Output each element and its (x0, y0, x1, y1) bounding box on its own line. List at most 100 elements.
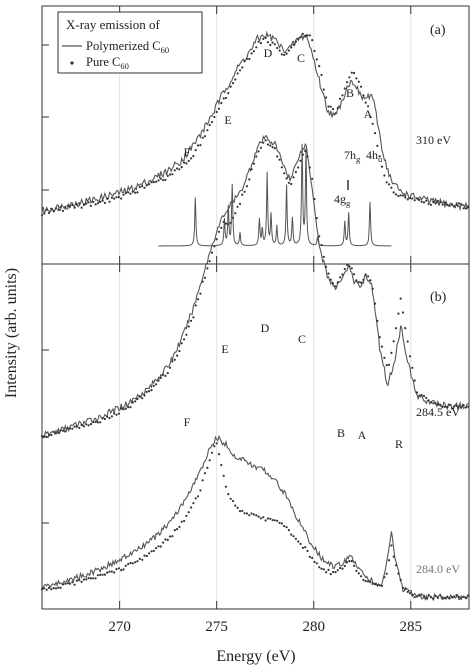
panel-b-284-5-pure-point (73, 425, 76, 428)
panel-a-pure-point (115, 196, 118, 199)
panel-b-284-0-pure-point (343, 564, 346, 568)
panel-b-284-5-pure-point (47, 434, 51, 437)
panel-b-284-0-pure-point (124, 564, 127, 567)
panel-a-pure-point (120, 197, 123, 200)
panel-a-pure-point (413, 199, 416, 202)
panel-a-pure-point (127, 191, 130, 194)
panel-a-pure-point (322, 88, 325, 91)
panel-a-pure-point (394, 193, 398, 196)
panel-b-284-5-pure-point (276, 155, 279, 158)
panel-b-284-5-pure-point (150, 389, 153, 392)
panel-a-pure-point (87, 201, 90, 204)
panel-b-284-5-pure-point (406, 340, 409, 343)
panel-b-284-5-pure-point (87, 424, 90, 427)
panel-b-284-0-pure-point (327, 568, 330, 572)
panel-a-pure-point (94, 203, 97, 206)
panel-a-pure-point (283, 53, 286, 57)
panel-b-284-5-pure-point (192, 316, 195, 319)
panel-a-pure-point (313, 49, 316, 53)
panel-b-284-5-pure-point (229, 221, 232, 224)
panel-a-pure-point (220, 101, 223, 105)
panel-a-pure-point (50, 207, 53, 210)
panel-b-284-0-pure-point (75, 579, 78, 582)
panel-b-284-5-pure-point (103, 417, 106, 421)
panel-b-284-5-pure-point (290, 182, 293, 186)
panel-a-pure-point (406, 198, 409, 201)
panel-a-pure-point (353, 71, 356, 75)
panel-b-284-0-pure-point (325, 571, 328, 574)
panel-b-peak-label-B: B (337, 426, 345, 440)
energy-label-284-5: 284.5 eV (416, 405, 460, 419)
panel-a-pure-point (285, 52, 288, 55)
panel-b-284-0-pure-point (178, 525, 181, 529)
panel-a-pure-point (450, 203, 453, 206)
panel-b-284-0-pure-point (61, 583, 65, 586)
panel-b-284-0-pure-point (318, 566, 321, 569)
panel-b-284-5-pure-point (234, 212, 237, 215)
panel-b-284-0-pure-point (241, 509, 244, 512)
panel-b-284-5-pure-point (415, 391, 419, 394)
panel-b-284-0-pure-point (367, 580, 370, 583)
panel-a-pure-point (404, 196, 407, 199)
panel-b-284-5-pure-point (374, 302, 377, 305)
panel-a-pure-point (231, 82, 235, 85)
panel-b-284-5-pure-point (129, 406, 132, 409)
panel-a-pure-point (40, 214, 44, 217)
panel-b-284-0-pure-point (141, 558, 144, 561)
panel-a-pure-point (210, 121, 214, 124)
panel-a-pure-point (59, 205, 62, 209)
panel-b-284-0-pure-point (238, 510, 242, 513)
panel-a-pure-point (259, 42, 262, 45)
panel-b-284-0-pure-point (229, 497, 232, 500)
panel-b-284-5-pure-point (397, 312, 400, 315)
panel-a-pure-point (334, 112, 337, 115)
panel-a-peak-label-A: A (364, 107, 373, 121)
panel-b-284-0-pure-point (250, 512, 253, 515)
panel-a-pure-point (364, 101, 367, 104)
legend-entry-pure: Pure C60 (86, 55, 129, 71)
panel-a-pure-point (432, 200, 435, 204)
panel-b-284-0-pure-point (315, 562, 318, 565)
panel-b-284-0-pure-point (455, 594, 458, 597)
panel-b-284-5-pure-point (124, 407, 127, 410)
panel-a-pure-point (101, 199, 104, 202)
panel-b-284-5-pure-point (376, 319, 379, 322)
panel-b-284-0-pure-point (264, 519, 267, 522)
panel-b-284-0-pure-point (283, 525, 286, 528)
panel-a-peak-label-F: F (184, 145, 191, 159)
panel-b-284-0-pure-point (413, 596, 416, 599)
panel-a-pure-point (157, 179, 160, 182)
panel-a-pure-point (201, 136, 204, 139)
panel-a-pure-point (304, 34, 307, 37)
panel-a-pure-point (99, 200, 102, 203)
panel-b-284-5-pure-point (446, 406, 449, 409)
panel-a-pure-point (401, 194, 405, 197)
panel-b-284-0-pure-point (117, 567, 120, 570)
panel-b-284-0-pure-point (329, 573, 332, 576)
panel-b-284-5-pure-point (353, 273, 356, 276)
panel-b-284-5-pure-point (61, 429, 65, 432)
panel-b-284-5-pure-point (390, 351, 393, 354)
panel-a-pure-point (443, 201, 446, 204)
panel-b-284-0-pure-point (434, 594, 437, 598)
panel-b-284-5-pure-point (148, 390, 151, 393)
panel-b-284-5-pure-point (115, 413, 118, 416)
panel-b-284-0-pure-point (145, 554, 148, 558)
panel-a-pure-point (299, 36, 302, 39)
panel-b-284-5-pure-point (196, 298, 200, 301)
panel-a-pure-point (385, 181, 388, 184)
panel-b-284-0-pure-point (245, 512, 249, 515)
energy-label-284-0: 284.0 eV (416, 562, 460, 576)
panel-b-284-0-pure-point (432, 597, 435, 600)
panel-b-284-0-pure-point (57, 586, 60, 589)
panel-a-pure-point (387, 183, 391, 186)
panel-b-284-0-pure-point (96, 574, 99, 577)
panel-b-284-5-pure-point (134, 400, 137, 403)
panel-a-pure-point (292, 43, 295, 46)
panel-b-284-5-pure-point (190, 319, 193, 322)
panel-b-284-5-pure-point (450, 407, 453, 410)
panel-b-284-0-pure-point (292, 535, 295, 538)
panel-b-284-5-pure-point (297, 166, 300, 169)
legend-title: X-ray emission of (66, 17, 161, 32)
panel-b-284-0-pure-point (376, 584, 379, 587)
